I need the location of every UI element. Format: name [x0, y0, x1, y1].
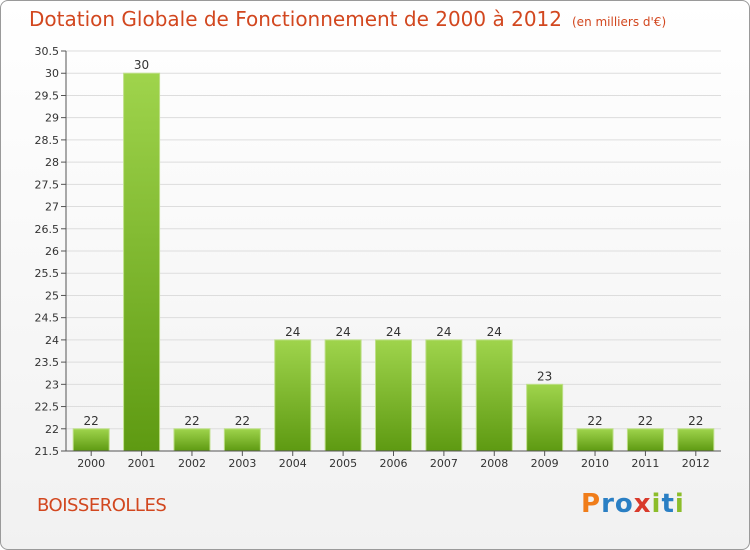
data-label: 24 — [487, 325, 502, 339]
y-tick-label: 27 — [45, 201, 59, 214]
bar-2011 — [626, 428, 664, 452]
data-label: 24 — [436, 325, 451, 339]
chart-subtitle: (en milliers d'€) — [572, 15, 667, 29]
bar-2004 — [274, 339, 312, 452]
bar-2010 — [576, 428, 614, 452]
x-tick-label: 2010 — [581, 457, 609, 470]
bar-2006 — [375, 339, 412, 452]
x-tick-label: 2006 — [380, 457, 408, 470]
y-tick-label: 23 — [45, 378, 59, 391]
data-label: 30 — [134, 58, 149, 72]
x-tick-label: 2011 — [631, 457, 659, 470]
data-label: 22 — [84, 414, 99, 428]
logo-letter: r — [601, 489, 615, 519]
data-label: 22 — [235, 414, 250, 428]
title-text: Dotation Globale de Fonctionnement de 20… — [29, 7, 562, 31]
y-tick-label: 29 — [45, 112, 59, 125]
bar-2003 — [223, 428, 261, 452]
x-tick-label: 2012 — [682, 457, 710, 470]
data-label: 24 — [285, 325, 300, 339]
bar-2009 — [526, 383, 564, 452]
logo-letter: o — [614, 489, 634, 519]
y-tick-label: 25.5 — [35, 267, 60, 280]
y-tick-label: 28 — [45, 156, 59, 169]
chart-title: Dotation Globale de Fonctionnement de 20… — [29, 7, 666, 31]
logo-letter: i — [651, 489, 662, 519]
x-tick-label: 2000 — [77, 457, 105, 470]
x-tick-label: 2003 — [228, 457, 256, 470]
y-tick-label: 29.5 — [35, 89, 60, 102]
bar-2007 — [425, 339, 463, 452]
y-tick-label: 28.5 — [35, 134, 60, 147]
x-tick-label: 2001 — [128, 457, 156, 470]
data-label: 22 — [587, 414, 602, 428]
bar-2012 — [677, 428, 715, 452]
y-tick-label: 26.5 — [35, 223, 60, 236]
proxiti-logo[interactable]: Proxiti — [581, 489, 685, 519]
x-tick-label: 2004 — [279, 457, 307, 470]
bar-2001 — [123, 72, 161, 452]
bar-2008 — [475, 339, 513, 452]
logo-letter: i — [674, 489, 685, 519]
x-tick-label: 2002 — [178, 457, 206, 470]
y-tick-label: 23.5 — [35, 356, 60, 369]
data-label: 22 — [638, 414, 653, 428]
data-label: 22 — [184, 414, 199, 428]
y-tick-label: 26 — [45, 245, 59, 258]
data-label: 24 — [335, 325, 350, 339]
data-label: 24 — [386, 325, 401, 339]
x-tick-label: 2005 — [329, 457, 357, 470]
commune-name: BOISSEROLLES — [37, 495, 167, 516]
y-tick-label: 22.5 — [35, 401, 60, 414]
y-tick-label: 30 — [45, 67, 59, 80]
y-tick-label: 21.5 — [35, 445, 60, 458]
bar-2005 — [324, 339, 362, 452]
y-tick-label: 27.5 — [35, 178, 60, 191]
x-tick-label: 2008 — [480, 457, 508, 470]
y-tick-label: 24.5 — [35, 312, 60, 325]
y-tick-label: 25 — [45, 289, 59, 302]
y-tick-label: 24 — [45, 334, 59, 347]
logo-letter: x — [633, 489, 652, 519]
bar-2002 — [173, 428, 211, 452]
data-label: 23 — [537, 369, 552, 383]
logo-letter: P — [581, 489, 602, 519]
x-tick-label: 2007 — [430, 457, 458, 470]
logo-letter: t — [661, 489, 675, 519]
y-tick-label: 30.5 — [35, 45, 60, 58]
y-tick-label: 22 — [45, 423, 59, 436]
x-tick-label: 2009 — [531, 457, 559, 470]
data-label: 22 — [688, 414, 703, 428]
bar-2000 — [72, 428, 110, 452]
